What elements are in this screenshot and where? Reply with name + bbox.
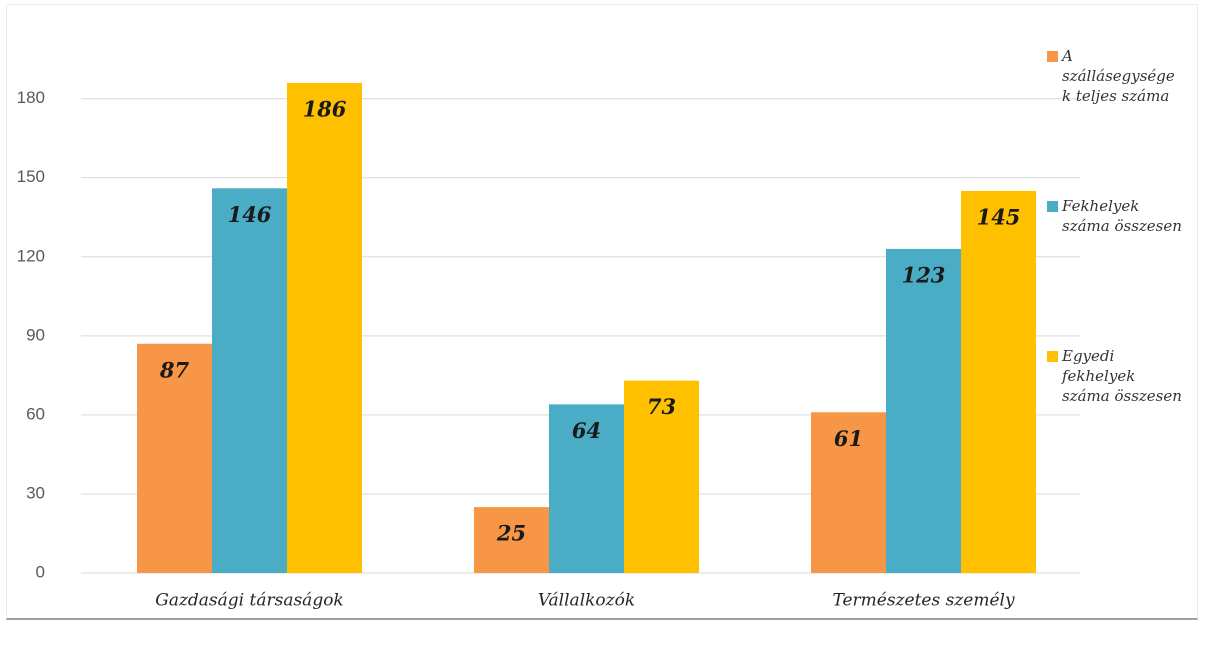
y-tick-label: 150 — [17, 167, 45, 186]
value-label: 145 — [977, 204, 1021, 229]
legend-label: Egyedi fekhelyek száma összesen — [1062, 347, 1182, 405]
value-label: 123 — [902, 262, 946, 287]
legend-swatch — [1047, 351, 1058, 362]
y-tick-label: 180 — [17, 88, 45, 107]
value-label: 186 — [303, 96, 347, 121]
y-tick-label: 120 — [17, 246, 45, 265]
x-tick-label: Természetes személy — [832, 591, 1015, 611]
bar — [886, 248, 961, 573]
bar — [624, 380, 699, 573]
bar — [287, 82, 362, 573]
value-label: 73 — [647, 394, 676, 419]
value-label: 87 — [159, 357, 190, 382]
y-tick-label: 0 — [36, 562, 45, 581]
legend-label: A szállásegységek teljes száma — [1062, 47, 1175, 105]
y-tick-label: 30 — [26, 483, 45, 502]
bar — [961, 190, 1036, 574]
legend-item: Egyedi fekhelyek száma összesen — [1047, 346, 1199, 406]
value-label: 64 — [572, 418, 601, 443]
value-label: 146 — [228, 202, 272, 227]
bar — [474, 507, 549, 573]
chart-frame — [6, 4, 1198, 620]
legend-swatch — [1047, 51, 1058, 62]
value-label: 61 — [834, 426, 863, 451]
x-tick-label: Gazdasági társaságok — [155, 591, 344, 611]
bar — [137, 343, 212, 573]
legend-label: Fekhelyek száma összesen — [1062, 197, 1182, 235]
y-tick-label: 60 — [26, 404, 45, 423]
bar — [549, 404, 624, 573]
legend-item: A szállásegységek teljes száma — [1047, 46, 1199, 106]
x-tick-label: Vállalkozók — [538, 591, 635, 611]
y-tick-label: 90 — [26, 325, 45, 344]
value-label: 25 — [496, 521, 526, 546]
bar — [212, 188, 287, 574]
legend-item: Fekhelyek száma összesen — [1047, 196, 1199, 236]
legend-swatch — [1047, 201, 1058, 212]
bar — [811, 412, 886, 573]
